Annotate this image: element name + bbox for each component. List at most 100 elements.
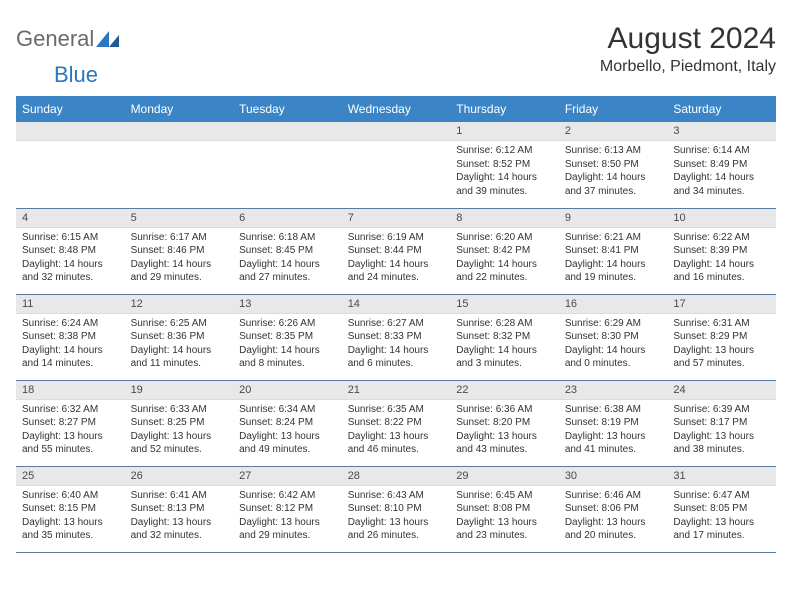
day-info: Sunrise: 6:28 AMSunset: 8:32 PMDaylight:… (450, 314, 559, 375)
day-cell: 16Sunrise: 6:29 AMSunset: 8:30 PMDayligh… (559, 294, 668, 380)
sunset-text: Sunset: 8:13 PM (131, 502, 228, 516)
logo-word1: General (16, 26, 94, 52)
sunrise-text: Sunrise: 6:28 AM (456, 317, 553, 331)
day-info: Sunrise: 6:20 AMSunset: 8:42 PMDaylight:… (450, 228, 559, 289)
day-cell: 4Sunrise: 6:15 AMSunset: 8:48 PMDaylight… (16, 208, 125, 294)
sunset-text: Sunset: 8:25 PM (131, 416, 228, 430)
calendar-week-row: 1Sunrise: 6:12 AMSunset: 8:52 PMDaylight… (16, 122, 776, 208)
day-number: 1 (450, 122, 559, 141)
day-number: 20 (233, 381, 342, 400)
day-info: Sunrise: 6:14 AMSunset: 8:49 PMDaylight:… (667, 141, 776, 202)
daylight-text-1: Daylight: 13 hours (456, 430, 553, 444)
day-info: Sunrise: 6:43 AMSunset: 8:10 PMDaylight:… (342, 486, 451, 547)
day-cell: 17Sunrise: 6:31 AMSunset: 8:29 PMDayligh… (667, 294, 776, 380)
calendar-table: Sunday Monday Tuesday Wednesday Thursday… (16, 96, 776, 553)
day-info: Sunrise: 6:29 AMSunset: 8:30 PMDaylight:… (559, 314, 668, 375)
day-info: Sunrise: 6:19 AMSunset: 8:44 PMDaylight:… (342, 228, 451, 289)
calendar-week-row: 18Sunrise: 6:32 AMSunset: 8:27 PMDayligh… (16, 380, 776, 466)
daylight-text-2: and 17 minutes. (673, 529, 770, 543)
day-number: 7 (342, 209, 451, 228)
daylight-text-1: Daylight: 14 hours (131, 258, 228, 272)
calendar-page: General August 2024 Morbello, Piedmont, … (0, 0, 792, 563)
daylight-text-2: and 22 minutes. (456, 271, 553, 285)
sunrise-text: Sunrise: 6:47 AM (673, 489, 770, 503)
weekday-header: Tuesday (233, 96, 342, 122)
daylight-text-1: Daylight: 14 hours (456, 344, 553, 358)
sunrise-text: Sunrise: 6:15 AM (22, 231, 119, 245)
sunset-text: Sunset: 8:44 PM (348, 244, 445, 258)
day-info: Sunrise: 6:32 AMSunset: 8:27 PMDaylight:… (16, 400, 125, 461)
day-cell (16, 122, 125, 208)
day-info: Sunrise: 6:26 AMSunset: 8:35 PMDaylight:… (233, 314, 342, 375)
day-cell: 11Sunrise: 6:24 AMSunset: 8:38 PMDayligh… (16, 294, 125, 380)
daylight-text-2: and 14 minutes. (22, 357, 119, 371)
sunrise-text: Sunrise: 6:20 AM (456, 231, 553, 245)
day-cell (342, 122, 451, 208)
logo-triangle-icon (96, 29, 122, 49)
daylight-text-1: Daylight: 14 hours (456, 258, 553, 272)
day-cell: 9Sunrise: 6:21 AMSunset: 8:41 PMDaylight… (559, 208, 668, 294)
daylight-text-1: Daylight: 14 hours (239, 258, 336, 272)
day-cell: 14Sunrise: 6:27 AMSunset: 8:33 PMDayligh… (342, 294, 451, 380)
logo: General (16, 22, 124, 52)
daylight-text-2: and 49 minutes. (239, 443, 336, 457)
day-info: Sunrise: 6:31 AMSunset: 8:29 PMDaylight:… (667, 314, 776, 375)
day-info: Sunrise: 6:45 AMSunset: 8:08 PMDaylight:… (450, 486, 559, 547)
day-info: Sunrise: 6:24 AMSunset: 8:38 PMDaylight:… (16, 314, 125, 375)
sunset-text: Sunset: 8:36 PM (131, 330, 228, 344)
day-cell: 10Sunrise: 6:22 AMSunset: 8:39 PMDayligh… (667, 208, 776, 294)
sunset-text: Sunset: 8:39 PM (673, 244, 770, 258)
sunset-text: Sunset: 8:46 PM (131, 244, 228, 258)
sunset-text: Sunset: 8:50 PM (565, 158, 662, 172)
day-number: 29 (450, 467, 559, 486)
day-info: Sunrise: 6:17 AMSunset: 8:46 PMDaylight:… (125, 228, 234, 289)
sunset-text: Sunset: 8:49 PM (673, 158, 770, 172)
day-info: Sunrise: 6:18 AMSunset: 8:45 PMDaylight:… (233, 228, 342, 289)
day-cell: 5Sunrise: 6:17 AMSunset: 8:46 PMDaylight… (125, 208, 234, 294)
sunrise-text: Sunrise: 6:14 AM (673, 144, 770, 158)
sunrise-text: Sunrise: 6:34 AM (239, 403, 336, 417)
sunset-text: Sunset: 8:17 PM (673, 416, 770, 430)
daylight-text-2: and 37 minutes. (565, 185, 662, 199)
day-info: Sunrise: 6:38 AMSunset: 8:19 PMDaylight:… (559, 400, 668, 461)
daylight-text-1: Daylight: 14 hours (22, 344, 119, 358)
day-cell: 31Sunrise: 6:47 AMSunset: 8:05 PMDayligh… (667, 466, 776, 552)
day-cell: 27Sunrise: 6:42 AMSunset: 8:12 PMDayligh… (233, 466, 342, 552)
sunset-text: Sunset: 8:05 PM (673, 502, 770, 516)
logo-word2: Blue (54, 62, 98, 88)
daylight-text-1: Daylight: 14 hours (565, 171, 662, 185)
day-number: 15 (450, 295, 559, 314)
day-number (233, 122, 342, 141)
daylight-text-1: Daylight: 14 hours (348, 344, 445, 358)
daylight-text-1: Daylight: 14 hours (348, 258, 445, 272)
day-info: Sunrise: 6:13 AMSunset: 8:50 PMDaylight:… (559, 141, 668, 202)
sunset-text: Sunset: 8:42 PM (456, 244, 553, 258)
day-info: Sunrise: 6:22 AMSunset: 8:39 PMDaylight:… (667, 228, 776, 289)
sunrise-text: Sunrise: 6:36 AM (456, 403, 553, 417)
calendar-week-row: 4Sunrise: 6:15 AMSunset: 8:48 PMDaylight… (16, 208, 776, 294)
daylight-text-2: and 27 minutes. (239, 271, 336, 285)
sunrise-text: Sunrise: 6:29 AM (565, 317, 662, 331)
sunset-text: Sunset: 8:45 PM (239, 244, 336, 258)
day-cell: 21Sunrise: 6:35 AMSunset: 8:22 PMDayligh… (342, 380, 451, 466)
sunrise-text: Sunrise: 6:38 AM (565, 403, 662, 417)
daylight-text-2: and 46 minutes. (348, 443, 445, 457)
day-info: Sunrise: 6:39 AMSunset: 8:17 PMDaylight:… (667, 400, 776, 461)
sunset-text: Sunset: 8:38 PM (22, 330, 119, 344)
daylight-text-2: and 24 minutes. (348, 271, 445, 285)
weekday-header: Friday (559, 96, 668, 122)
day-number: 3 (667, 122, 776, 141)
weekday-header: Sunday (16, 96, 125, 122)
daylight-text-1: Daylight: 13 hours (239, 516, 336, 530)
weekday-header: Thursday (450, 96, 559, 122)
day-cell: 8Sunrise: 6:20 AMSunset: 8:42 PMDaylight… (450, 208, 559, 294)
daylight-text-1: Daylight: 14 hours (565, 344, 662, 358)
sunset-text: Sunset: 8:32 PM (456, 330, 553, 344)
daylight-text-2: and 3 minutes. (456, 357, 553, 371)
day-number: 18 (16, 381, 125, 400)
day-number: 22 (450, 381, 559, 400)
sunrise-text: Sunrise: 6:39 AM (673, 403, 770, 417)
daylight-text-2: and 29 minutes. (239, 529, 336, 543)
daylight-text-1: Daylight: 13 hours (565, 430, 662, 444)
daylight-text-1: Daylight: 14 hours (565, 258, 662, 272)
